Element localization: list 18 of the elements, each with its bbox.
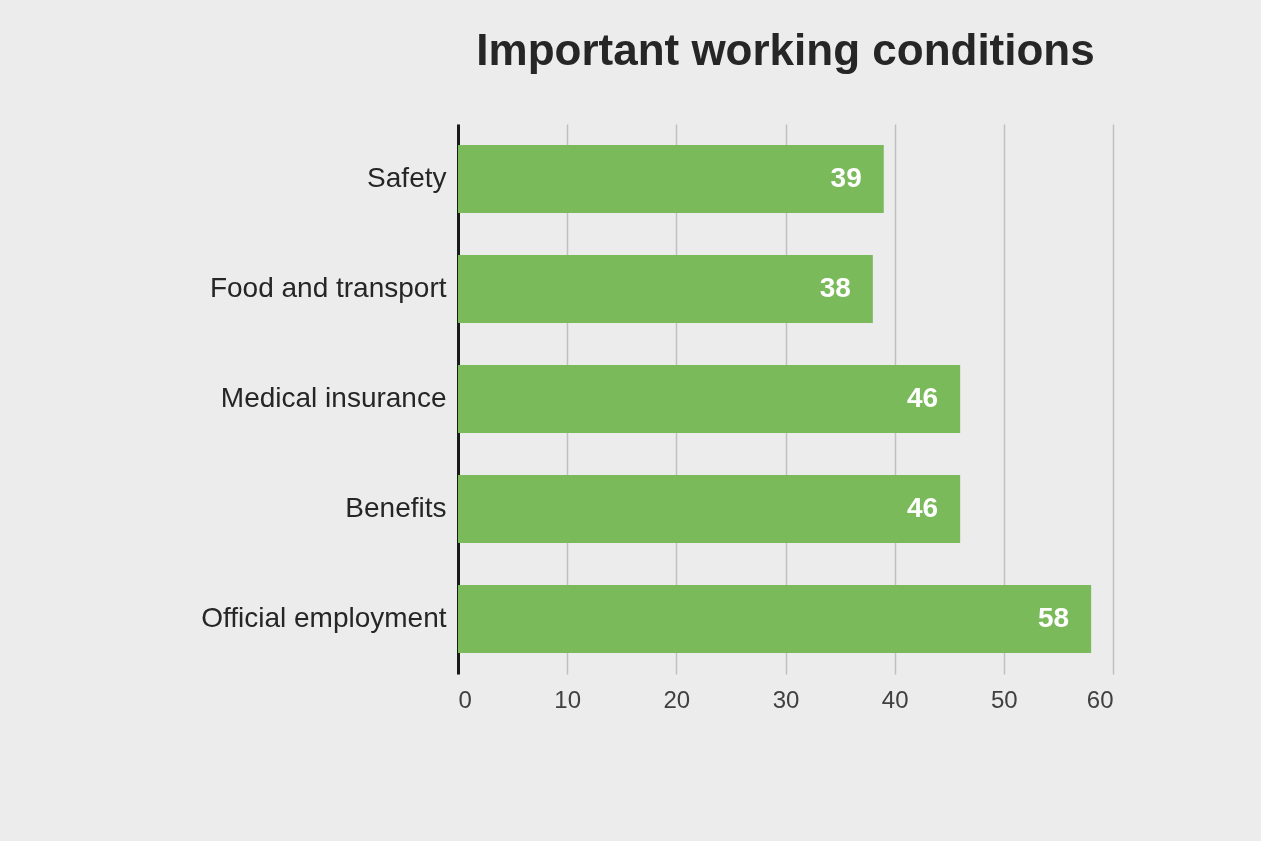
x-tick-label: 10 [554, 685, 582, 713]
x-tick-label: 40 [881, 685, 909, 713]
data-label: 46 [907, 382, 939, 413]
data-label: 38 [819, 272, 851, 303]
x-tick-label: 30 [772, 685, 800, 713]
x-tick-label: 0 [458, 685, 472, 713]
y-tick-label: Medical insurance [220, 382, 447, 413]
x-tick-label: 50 [990, 685, 1018, 713]
y-tick-label: Safety [367, 162, 447, 193]
x-tick-label: 60 [1086, 685, 1114, 713]
y-tick-label: Official employment [201, 602, 447, 633]
x-tick-label: 20 [663, 685, 691, 713]
chart-title: Important working conditions [476, 25, 1095, 74]
y-tick-label: Benefits [345, 492, 447, 523]
data-label: 58 [1038, 602, 1070, 633]
y-tick-label: Food and transport [209, 272, 447, 303]
data-label: 39 [830, 162, 862, 193]
data-label: 46 [907, 492, 939, 523]
